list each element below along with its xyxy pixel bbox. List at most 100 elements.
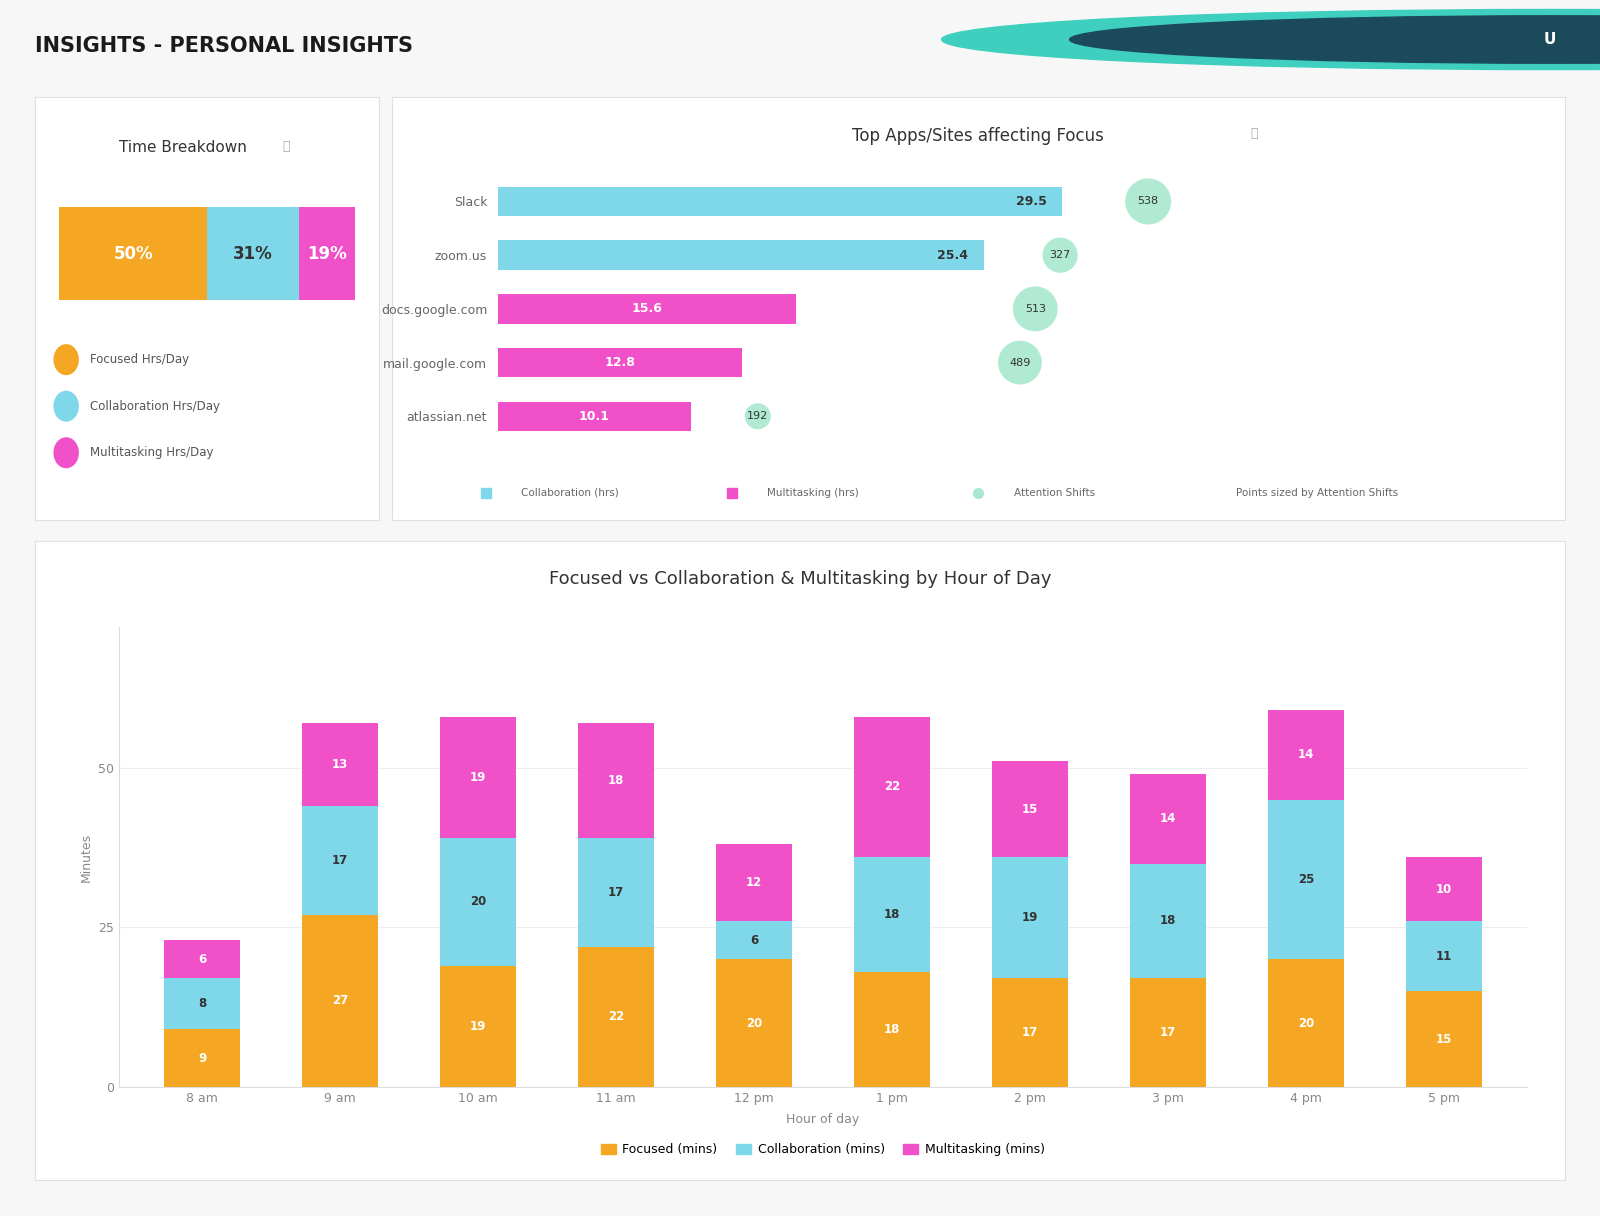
Text: 18: 18 xyxy=(883,1023,901,1036)
Bar xyxy=(498,401,691,430)
Text: Time Breakdown: Time Breakdown xyxy=(118,140,246,154)
Text: Points sized by Attention Shifts: Points sized by Attention Shifts xyxy=(1237,488,1398,497)
Text: U: U xyxy=(1544,32,1555,47)
Bar xyxy=(1130,979,1206,1087)
Circle shape xyxy=(942,10,1600,69)
Bar xyxy=(717,844,792,921)
Bar xyxy=(1130,775,1206,863)
Text: 20: 20 xyxy=(1298,1017,1314,1030)
Bar xyxy=(578,724,654,838)
Point xyxy=(1022,299,1048,319)
Text: 10: 10 xyxy=(1435,883,1451,895)
Bar xyxy=(1406,857,1482,921)
Text: 9: 9 xyxy=(198,1052,206,1065)
Point xyxy=(746,406,771,426)
Text: 22: 22 xyxy=(883,781,901,793)
Bar xyxy=(992,979,1067,1087)
Bar xyxy=(717,959,792,1087)
Text: 19: 19 xyxy=(470,771,486,784)
Text: 10.1: 10.1 xyxy=(579,410,610,423)
Text: 15: 15 xyxy=(1022,803,1038,816)
Bar xyxy=(854,972,930,1087)
Bar xyxy=(440,966,515,1087)
Text: 18: 18 xyxy=(1160,914,1176,928)
Text: 18: 18 xyxy=(608,775,624,787)
Bar xyxy=(440,716,515,838)
Text: INSIGHTS - PERSONAL INSIGHTS: INSIGHTS - PERSONAL INSIGHTS xyxy=(35,35,413,56)
X-axis label: Hour of day: Hour of day xyxy=(786,1113,859,1126)
Circle shape xyxy=(54,438,78,468)
Text: 6: 6 xyxy=(198,953,206,966)
Text: 25: 25 xyxy=(1298,873,1314,886)
Point xyxy=(1048,246,1074,265)
Text: Multitasking Hrs/Day: Multitasking Hrs/Day xyxy=(90,446,214,460)
Bar xyxy=(498,348,742,377)
Bar xyxy=(498,294,797,323)
Bar xyxy=(299,207,355,300)
Circle shape xyxy=(54,345,78,375)
Text: 31%: 31% xyxy=(234,244,274,263)
Bar xyxy=(1406,921,1482,991)
Bar xyxy=(498,241,984,270)
Text: ⓘ: ⓘ xyxy=(283,140,290,152)
Text: 15: 15 xyxy=(1435,1032,1451,1046)
Text: 192: 192 xyxy=(747,411,768,421)
Text: 29.5: 29.5 xyxy=(1016,195,1046,208)
Bar xyxy=(302,914,378,1087)
Y-axis label: Minutes: Minutes xyxy=(80,833,93,882)
Text: Focused vs Collaboration & Multitasking by Hour of Day: Focused vs Collaboration & Multitasking … xyxy=(549,570,1051,587)
Text: Collaboration (hrs): Collaboration (hrs) xyxy=(522,488,619,497)
Bar xyxy=(208,207,299,300)
Text: 20: 20 xyxy=(746,1017,762,1030)
Text: 513: 513 xyxy=(1024,304,1046,314)
Text: 8: 8 xyxy=(198,997,206,1010)
Text: 20: 20 xyxy=(470,895,486,908)
Bar xyxy=(165,1030,240,1087)
Bar xyxy=(498,187,1062,216)
Bar xyxy=(992,761,1067,857)
Bar xyxy=(1267,800,1344,959)
Circle shape xyxy=(54,392,78,421)
Bar xyxy=(440,838,515,966)
Text: 489: 489 xyxy=(1010,358,1030,367)
Text: 13: 13 xyxy=(331,758,349,771)
Text: 15.6: 15.6 xyxy=(632,303,662,315)
Text: 19: 19 xyxy=(1022,911,1038,924)
Bar xyxy=(165,979,240,1030)
Text: Multitasking (hrs): Multitasking (hrs) xyxy=(768,488,859,497)
Bar xyxy=(854,716,930,857)
Circle shape xyxy=(1070,16,1600,63)
Text: 538: 538 xyxy=(1138,197,1158,207)
Bar xyxy=(165,940,240,979)
Point xyxy=(1136,192,1162,212)
Text: 12.8: 12.8 xyxy=(605,356,635,370)
Text: 18: 18 xyxy=(883,908,901,921)
Text: 19: 19 xyxy=(470,1020,486,1032)
Text: 25.4: 25.4 xyxy=(938,248,968,261)
Text: 27: 27 xyxy=(331,995,349,1007)
Text: 22: 22 xyxy=(608,1010,624,1023)
Bar xyxy=(1406,991,1482,1087)
Text: 19%: 19% xyxy=(307,244,347,263)
Text: 11: 11 xyxy=(1435,950,1451,963)
Bar xyxy=(992,857,1067,979)
Bar xyxy=(59,207,208,300)
Text: Top Apps/Sites affecting Focus: Top Apps/Sites affecting Focus xyxy=(853,126,1104,145)
Text: 50%: 50% xyxy=(114,244,154,263)
Text: 17: 17 xyxy=(1022,1026,1038,1040)
Bar xyxy=(302,806,378,914)
Text: Attention Shifts: Attention Shifts xyxy=(1013,488,1094,497)
Text: 17: 17 xyxy=(608,885,624,899)
Legend: Focused (mins), Collaboration (mins), Multitasking (mins): Focused (mins), Collaboration (mins), Mu… xyxy=(597,1138,1050,1161)
Bar xyxy=(854,857,930,972)
Bar xyxy=(302,724,378,806)
Text: Collaboration Hrs/Day: Collaboration Hrs/Day xyxy=(90,400,221,412)
Text: ⓘ: ⓘ xyxy=(1250,126,1258,140)
Bar xyxy=(1130,863,1206,979)
Text: 17: 17 xyxy=(1160,1026,1176,1040)
Bar xyxy=(1267,959,1344,1087)
Bar xyxy=(578,946,654,1087)
Text: 17: 17 xyxy=(331,854,349,867)
Text: 327: 327 xyxy=(1050,250,1070,260)
Bar xyxy=(1267,710,1344,800)
